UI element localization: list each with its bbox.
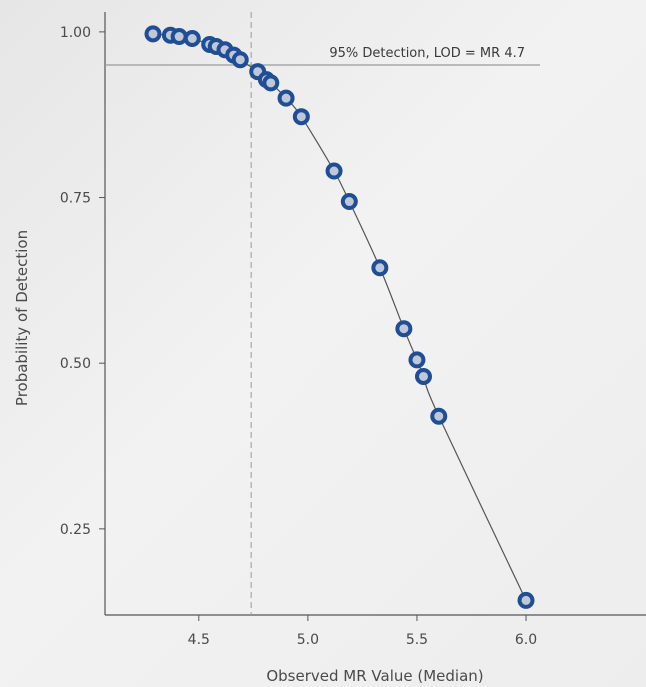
y-tick-label: 0.75 (60, 191, 91, 207)
data-points (144, 25, 535, 609)
x-tick-label: 5.5 (406, 632, 428, 648)
data-point (371, 259, 389, 277)
data-point (395, 320, 413, 338)
data-point (262, 74, 280, 92)
data-point (292, 108, 310, 126)
threshold-annotation: 95% Detection, LOD = MR 4.7 (329, 46, 525, 61)
x-tick-label: 4.5 (188, 632, 210, 648)
data-point (231, 51, 249, 69)
x-axis-label: Observed MR Value (Median) (266, 667, 483, 685)
data-point (414, 367, 432, 385)
data-point (408, 351, 426, 369)
data-point (277, 89, 295, 107)
x-tick-label: 6.0 (515, 632, 537, 648)
axes (104, 12, 646, 616)
reference-lines (105, 12, 540, 615)
fit-curve (152, 33, 527, 601)
data-point (170, 28, 188, 46)
y-tick-label: 0.50 (60, 356, 91, 372)
x-tick-label: 5.0 (297, 632, 319, 648)
y-tick-label: 0.25 (60, 522, 91, 538)
y-axis-label: Probability of Detection (13, 230, 31, 406)
y-tick-label: 1.00 (60, 25, 91, 41)
data-point (144, 25, 162, 43)
data-point (430, 407, 448, 425)
data-point (325, 162, 343, 180)
data-point (517, 591, 535, 609)
ticks: 4.5 5.0 5.5 6.0 0.25 0.50 0.75 1.00 (60, 25, 537, 648)
data-point (340, 193, 358, 211)
data-point (183, 30, 201, 48)
